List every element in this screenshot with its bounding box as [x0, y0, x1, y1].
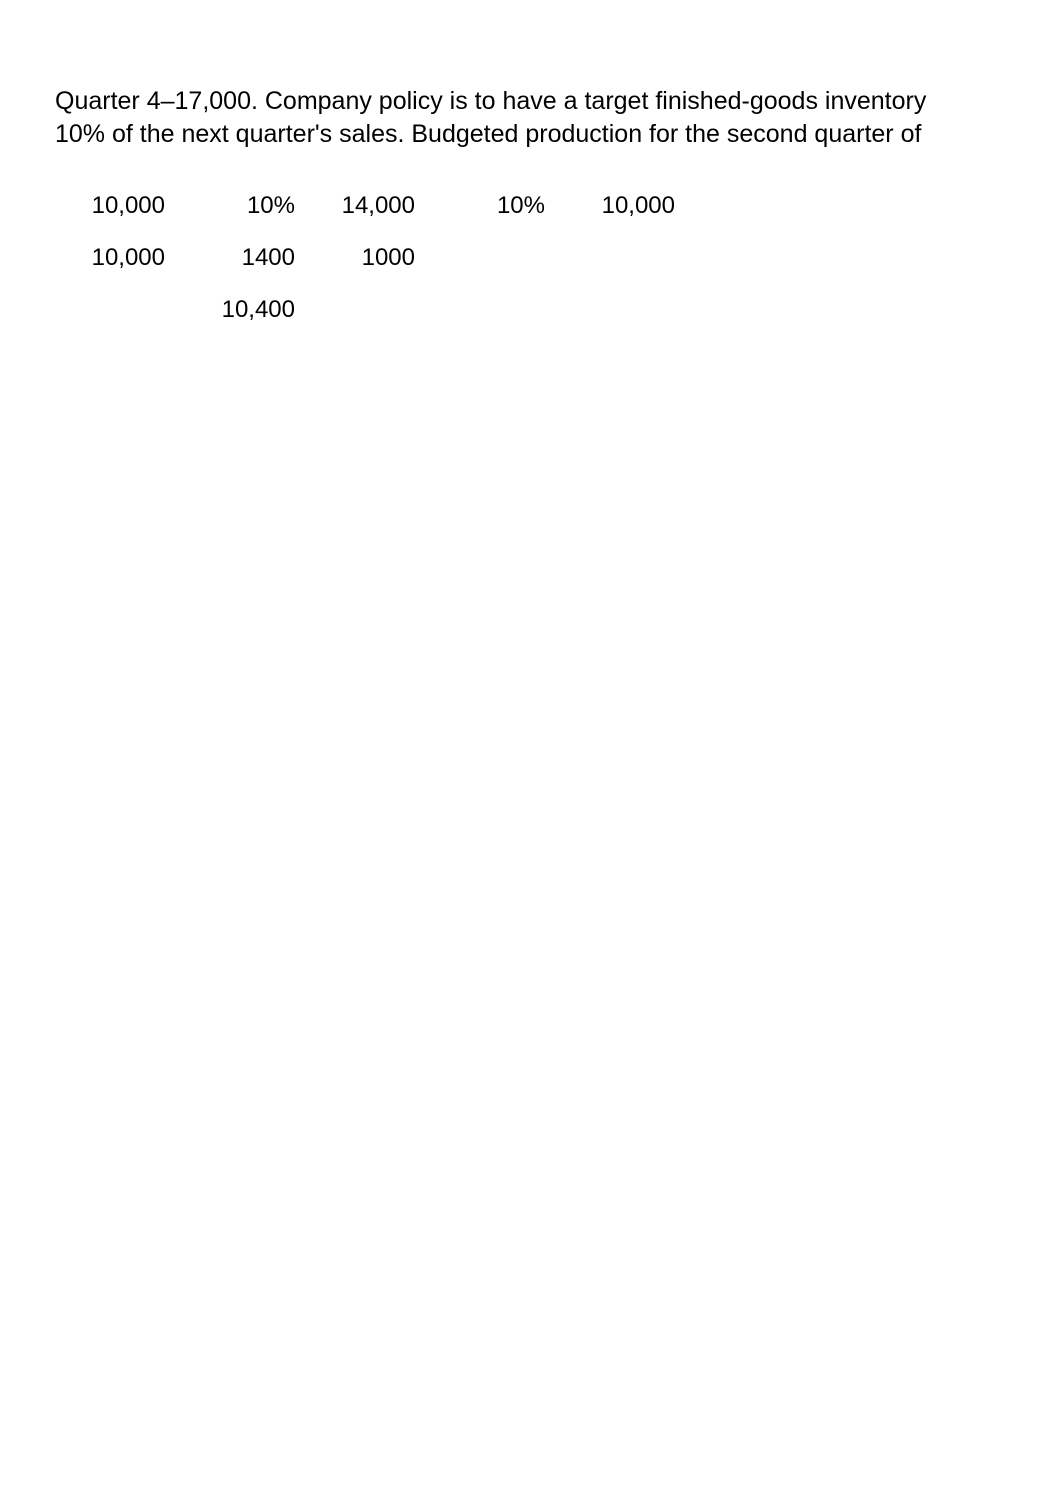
paragraph-line-2: 10% of the next quarter's sales. Budgete… — [55, 120, 921, 148]
cell: 10,000 — [55, 232, 185, 284]
cell — [565, 284, 695, 336]
cell: 10,000 — [55, 180, 185, 232]
table-row: 10,400 — [55, 284, 695, 336]
cell: 1400 — [185, 232, 315, 284]
calculation-table: 10,000 10% 14,000 10% 10,000 10,000 1400… — [55, 180, 695, 336]
cell — [565, 232, 695, 284]
cell — [315, 284, 435, 336]
cell: 10% — [185, 180, 315, 232]
cell: 1000 — [315, 232, 435, 284]
table-row: 10,000 10% 14,000 10% 10,000 — [55, 180, 695, 232]
cell: 10% — [435, 180, 565, 232]
cell: 10,000 — [565, 180, 695, 232]
paragraph-line-1: Quarter 4–17,000. Company policy is to h… — [55, 87, 926, 115]
cell — [435, 284, 565, 336]
data-table: 10,000 10% 14,000 10% 10,000 10,000 1400… — [55, 180, 695, 336]
cell: 14,000 — [315, 180, 435, 232]
cell: 10,400 — [185, 284, 315, 336]
cell — [55, 284, 185, 336]
problem-text: Quarter 4–17,000. Company policy is to h… — [55, 85, 1015, 150]
table-row: 10,000 1400 1000 — [55, 232, 695, 284]
cell — [435, 232, 565, 284]
